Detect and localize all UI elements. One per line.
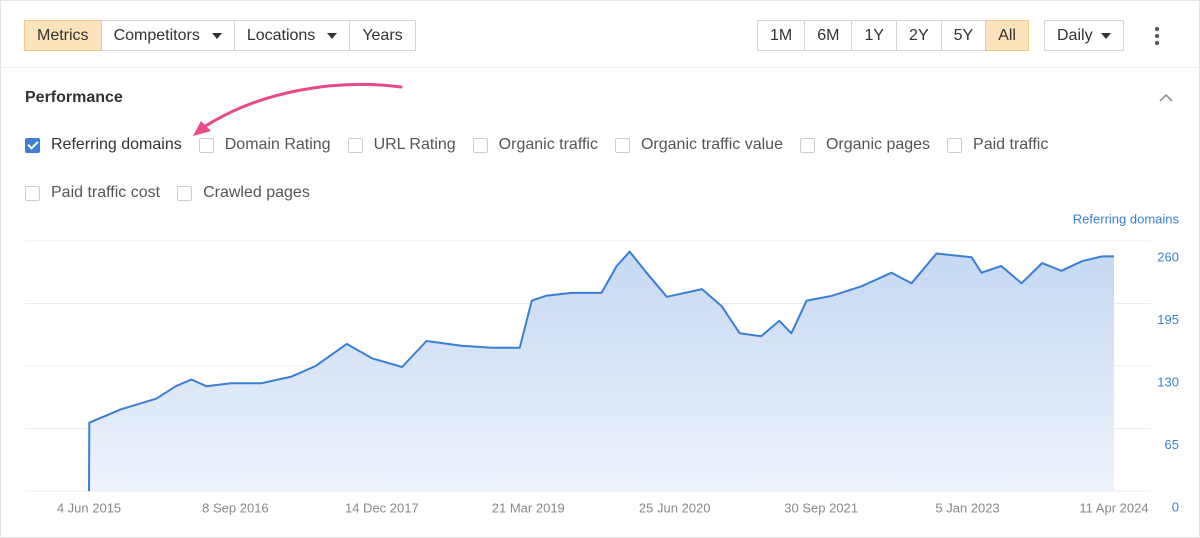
tab-button[interactable]: Years	[349, 20, 416, 51]
tab-label: Metrics	[37, 26, 89, 44]
checkbox-label: Organic traffic value	[640, 136, 783, 153]
tab-group: Metrics Competitors Locations Years	[24, 20, 416, 51]
x-tick-label: 4 Jun 2015	[57, 500, 121, 515]
range-group: 1M 6M 1Y 2Y 5Y All	[757, 20, 1029, 51]
y-tick-label: 0	[1172, 499, 1179, 514]
checkbox[interactable]	[25, 185, 40, 201]
range-button[interactable]: 2Y	[896, 20, 942, 51]
tab-button[interactable]: Metrics	[24, 20, 102, 51]
y-tick-label: 260	[1157, 249, 1179, 264]
tab-label: Locations	[246, 26, 316, 44]
more-menu[interactable]	[1155, 27, 1159, 45]
y-tick-label: 65	[1165, 437, 1179, 452]
x-tick-label: 8 Sep 2016	[202, 500, 269, 515]
checkbox-label: Organic pages	[825, 136, 931, 153]
x-tick-label: 14 Dec 2017	[345, 500, 419, 515]
checkbox[interactable]	[799, 137, 815, 153]
checkbox-label: Crawled pages	[203, 184, 310, 201]
checkbox[interactable]	[177, 185, 193, 201]
range-label: 1Y	[864, 26, 885, 44]
annotation-arrow	[193, 82, 403, 136]
range-label: 2Y	[909, 26, 929, 44]
x-tick-label: 5 Jan 2023	[935, 500, 999, 515]
range-button[interactable]: 1M	[757, 20, 806, 51]
range-button[interactable]: All	[985, 20, 1029, 51]
y-tick-label: 130	[1157, 374, 1179, 389]
interval-label: Daily	[1057, 26, 1093, 44]
metric-checkbox[interactable]: URL Rating	[347, 133, 456, 157]
checkbox-label: Organic traffic	[498, 136, 598, 153]
range-label: 5Y	[953, 26, 974, 44]
checkbox-label: Paid traffic	[973, 136, 1049, 153]
interval-group: Daily	[1044, 20, 1124, 51]
metric-checkbox[interactable]: Organic traffic	[472, 133, 598, 157]
metric-checkbox[interactable]: Domain Rating	[198, 133, 331, 157]
checkbox[interactable]	[198, 137, 214, 153]
collapse-icon[interactable]	[1156, 89, 1176, 105]
x-tick-label: 25 Jun 2020	[639, 500, 711, 515]
checkbox[interactable]	[25, 137, 40, 153]
range-label: All	[998, 26, 1016, 44]
section-title: Performance	[25, 89, 123, 106]
checkbox[interactable]	[347, 137, 363, 153]
line	[88, 250, 1114, 492]
metric-checkbox[interactable]: Paid traffic cost	[25, 181, 160, 205]
checkbox[interactable]	[614, 137, 630, 153]
metric-checkbox[interactable]: Referring domains	[25, 133, 182, 157]
checkbox-label: Paid traffic cost	[51, 184, 161, 201]
tab-button[interactable]: Locations	[233, 20, 351, 51]
metric-list: Referring domains Domain Rating URL Rating…	[25, 133, 1135, 205]
metric-checkbox[interactable]: Organic traffic value	[614, 133, 783, 157]
interval-dropdown[interactable]: Daily	[1044, 20, 1124, 51]
checkbox-label: URL Rating	[373, 136, 456, 153]
metric-checkbox[interactable]: Paid traffic	[947, 133, 1048, 157]
range-button[interactable]: 6M	[804, 20, 853, 51]
y-tick-label: 195	[1157, 312, 1179, 327]
x-tick-label: 21 Mar 2019	[492, 500, 565, 515]
range-label: 1M	[770, 26, 793, 44]
tab-label: Competitors	[113, 26, 200, 44]
checkbox-label: Domain Rating	[224, 136, 331, 153]
range-label: 6M	[817, 26, 840, 44]
area-fill	[89, 251, 1114, 491]
checkbox[interactable]	[472, 137, 488, 153]
x-tick-label: 30 Sep 2021	[784, 500, 858, 515]
range-button[interactable]: 1Y	[851, 20, 898, 51]
metric-checkbox[interactable]: Organic pages	[799, 133, 931, 157]
checkbox[interactable]	[947, 137, 963, 153]
y-axis-title: Referring domains	[1073, 211, 1180, 226]
metric-checkbox[interactable]: Crawled pages	[177, 181, 310, 205]
x-tick-label: 11 Apr 2024	[1079, 500, 1148, 515]
checkbox-label: Referring domains	[51, 136, 182, 153]
tab-label: Years	[362, 26, 403, 44]
